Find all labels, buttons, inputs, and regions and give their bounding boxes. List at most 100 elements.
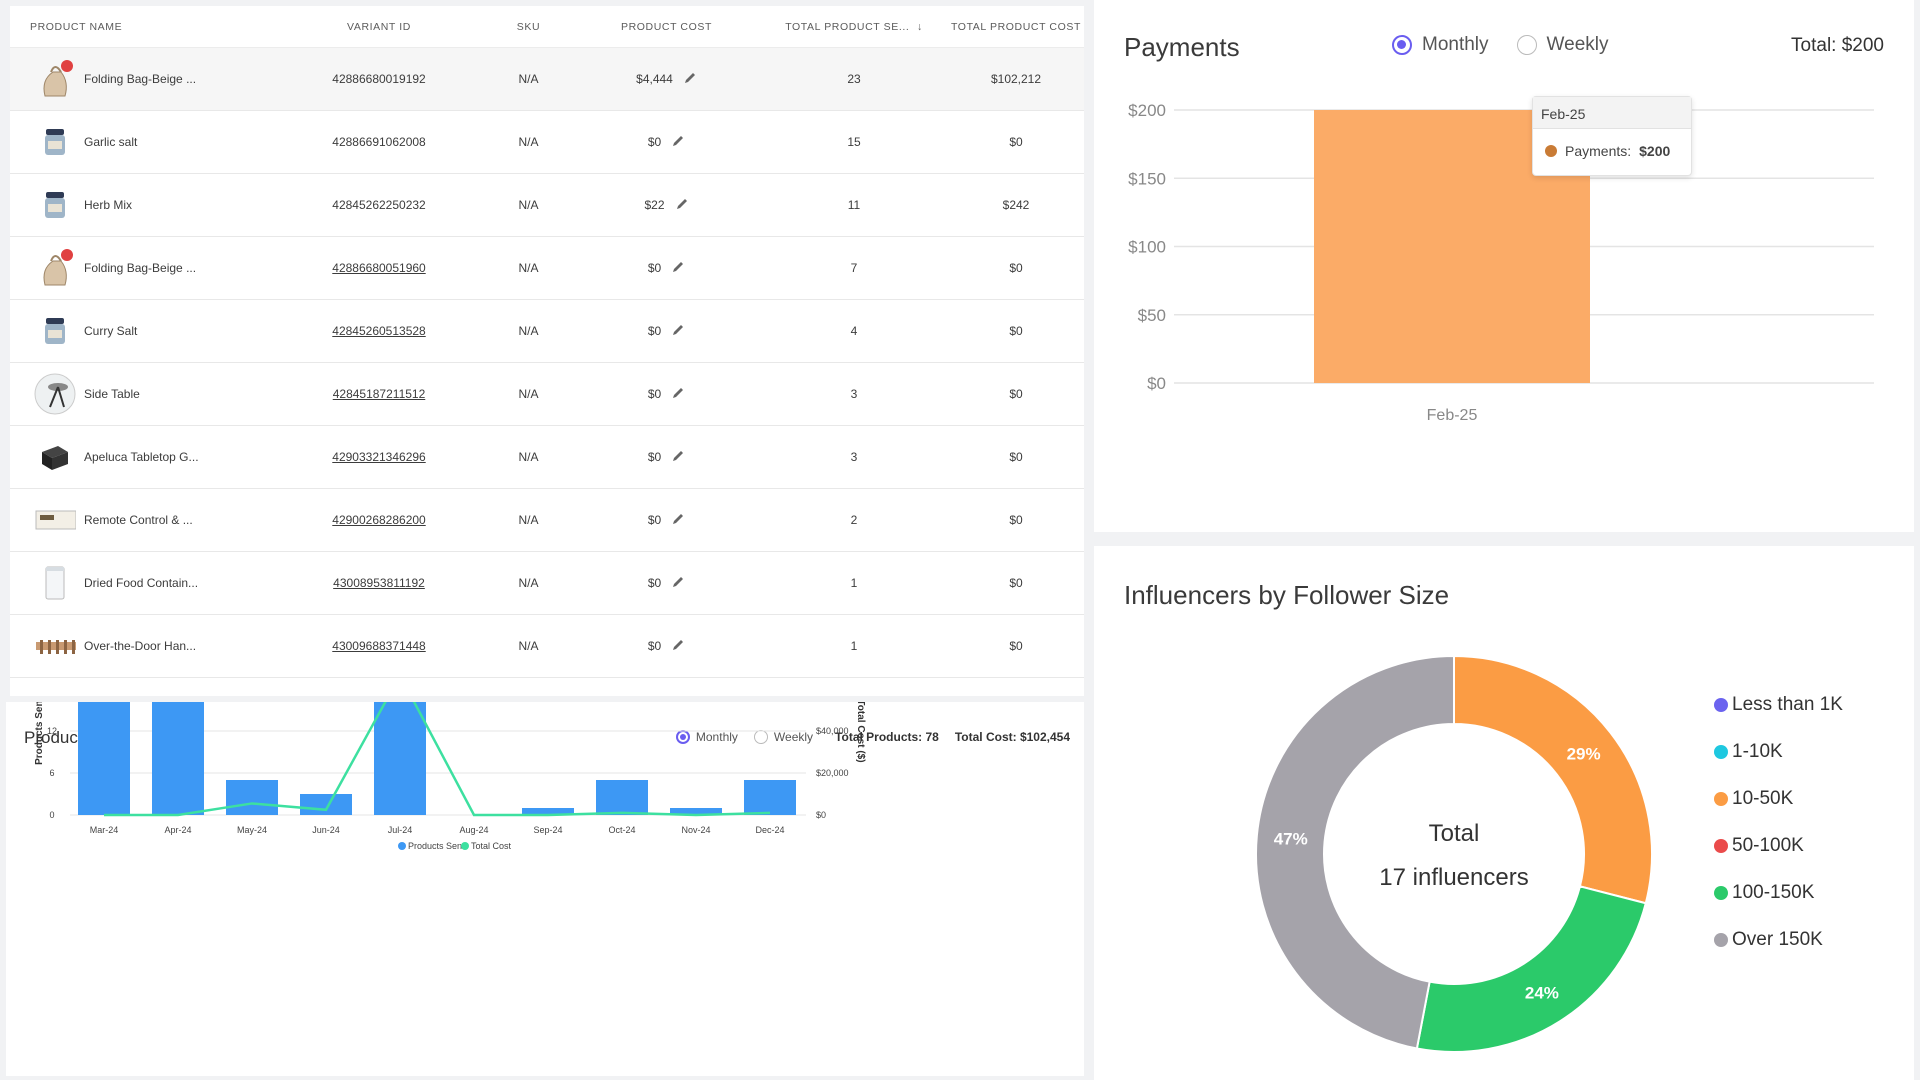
product-thumbnail <box>34 499 76 541</box>
edit-pencil-icon[interactable] <box>671 512 685 529</box>
header-total-cost[interactable]: TOTAL PRODUCT COST <box>950 20 1081 33</box>
products-sent-bar[interactable] <box>78 702 130 815</box>
payments-y-tick: $150 <box>1128 169 1166 188</box>
cell-product-name: Folding Bag-Beige ... <box>10 247 276 289</box>
cell-product-name: Apeluca Tabletop G... <box>10 436 276 478</box>
sort-down-arrow-icon[interactable]: ↓ <box>916 20 923 33</box>
legend-item[interactable]: 100-150K <box>1714 882 1814 904</box>
products-y2-axis-label: Total Cost ($) <box>855 702 866 763</box>
cell-variant-id[interactable]: 42845187211512 <box>332 387 426 401</box>
legend-label: Less than 1K <box>1732 694 1843 715</box>
edit-pencil-icon[interactable] <box>671 134 685 151</box>
product-thumbnail <box>34 625 76 667</box>
cell-variant-id[interactable]: 42903321346296 <box>332 450 426 464</box>
product-name[interactable]: Dried Food Contain... <box>84 576 199 590</box>
donut-center-line1: Total <box>1428 820 1480 847</box>
table-row[interactable]: Side Table 42845187211512 N/A $0 3 $0 <box>10 363 1084 426</box>
donut-slice[interactable] <box>1453 654 1653 905</box>
cell-product-name: Side Table <box>10 373 276 415</box>
header-product-cost[interactable]: PRODUCT COST <box>620 20 712 33</box>
products-sent-bar[interactable] <box>152 702 204 815</box>
table-row[interactable]: Dried Food Contain... 43008953811192 N/A $0… <box>10 552 1084 615</box>
table-header: PRODUCT NAME VARIANT ID SKU PRODUCT COST… <box>10 6 1084 48</box>
product-name[interactable]: Folding Bag-Beige ... <box>84 72 197 86</box>
header-total-sent[interactable]: TOTAL PRODUCT SE... ↓ <box>758 21 950 33</box>
product-name[interactable]: Folding Bag-Beige ... <box>84 261 197 275</box>
product-name[interactable]: Curry Salt <box>84 324 138 338</box>
products-sent-bar[interactable] <box>226 780 278 815</box>
weekly-radio-label[interactable]: Weekly <box>773 730 814 744</box>
edit-pencil-icon[interactable] <box>671 638 685 655</box>
products-sent-bar[interactable] <box>670 808 722 815</box>
cell-variant-id[interactable]: 42900268286200 <box>332 513 426 527</box>
payments-monthly-radio[interactable] <box>1392 35 1412 55</box>
table-row[interactable]: Apeluca Tabletop G... 42903321346296 N/A $0… <box>10 426 1084 489</box>
products-x-tick: Aug-24 <box>459 825 488 835</box>
products-title: Products <box>24 728 92 747</box>
payments-weekly-label[interactable]: Weekly <box>1546 34 1609 55</box>
cell-total-cost: $0 <box>1009 639 1023 653</box>
donut-slice[interactable] <box>1255 654 1455 1050</box>
donut-slice[interactable] <box>1415 885 1647 1053</box>
products-sent-bar[interactable] <box>744 780 796 815</box>
product-name[interactable]: Side Table <box>84 387 140 401</box>
product-cost-value: $0 <box>647 135 662 149</box>
cell-product-cost: $0 <box>575 449 758 466</box>
legend-item[interactable]: Less than 1K <box>1714 694 1843 716</box>
edit-pencil-icon[interactable] <box>671 323 685 340</box>
products-left-tick: 0 <box>49 810 54 820</box>
payments-monthly-label[interactable]: Monthly <box>1422 34 1489 55</box>
edit-pencil-icon[interactable] <box>671 260 685 277</box>
edit-pencil-icon[interactable] <box>671 575 685 592</box>
header-product-name[interactable]: PRODUCT NAME <box>30 20 123 33</box>
cell-variant-id[interactable]: 43009688371448 <box>332 639 426 653</box>
products-sent-bar[interactable] <box>596 780 648 815</box>
payments-title: Payments <box>1124 32 1240 62</box>
product-name[interactable]: Remote Control & ... <box>84 513 193 527</box>
header-sku[interactable]: SKU <box>516 20 541 33</box>
products-period-toggle: Monthly Weekly Total Products: 78 Total … <box>675 730 1070 744</box>
products-sent-bar[interactable] <box>374 702 426 815</box>
products-x-tick: Jun-24 <box>312 825 340 835</box>
product-name[interactable]: Apeluca Tabletop G... <box>84 450 199 464</box>
product-name[interactable]: Over-the-Door Han... <box>84 639 197 653</box>
table-row[interactable]: Folding Bag-Beige ... 42886680051960 N/A $0… <box>10 237 1084 300</box>
cell-total-cost: $0 <box>1009 387 1023 401</box>
products-sent-bar[interactable] <box>300 794 352 815</box>
tooltip-value: $200 <box>1639 143 1671 159</box>
header-variant-id[interactable]: VARIANT ID <box>347 20 411 33</box>
products-x-tick: Oct-24 <box>608 825 635 835</box>
product-name[interactable]: Garlic salt <box>84 135 138 149</box>
product-name[interactable]: Herb Mix <box>84 198 133 212</box>
legend-item[interactable]: Over 150K <box>1714 929 1823 951</box>
edit-pencil-icon[interactable] <box>683 71 697 88</box>
cell-variant-id[interactable]: 42886680051960 <box>332 261 426 275</box>
cell-total-sent: 3 <box>850 450 858 464</box>
cell-product-name: Herb Mix <box>10 184 276 226</box>
product-thumbnail <box>34 310 76 352</box>
table-row[interactable]: Garlic salt 42886691062008 N/A $0 15 $0 <box>10 111 1084 174</box>
table-row[interactable]: Folding Bag-Beige ... 42886680019192 N/A $4… <box>10 48 1084 111</box>
cell-variant-id[interactable]: 42845260513528 <box>332 324 426 338</box>
table-row[interactable]: Over-the-Door Han... 43009688371448 N/A $0 1… <box>10 615 1084 678</box>
table-row[interactable]: Curry Salt 42845260513528 N/A $0 4 $0 <box>10 300 1084 363</box>
cell-product-cost: $0 <box>575 323 758 340</box>
products-right-tick: $0 <box>816 810 826 820</box>
payments-weekly-radio[interactable] <box>1516 35 1537 55</box>
legend-item[interactable]: 50-100K <box>1714 835 1804 857</box>
cell-sku: N/A <box>518 450 539 464</box>
table-row[interactable]: Remote Control & ... 42900268286200 N/A $0 2… <box>10 489 1084 552</box>
edit-pencil-icon[interactable] <box>671 386 685 403</box>
monthly-radio-label[interactable]: Monthly <box>695 730 738 744</box>
cell-total-cost: $0 <box>1009 513 1023 527</box>
legend-item[interactable]: 10-50K <box>1714 788 1793 810</box>
table-row[interactable]: Herb Mix 42845262250232 N/A $22 11 $242 <box>10 174 1084 237</box>
edit-pencil-icon[interactable] <box>671 449 685 466</box>
products-sent-bar[interactable] <box>522 808 574 815</box>
total-products-label: Total Products: 78 <box>835 730 939 744</box>
product-cost-value: $22 <box>644 198 665 212</box>
legend-item[interactable]: 1-10K <box>1714 741 1783 763</box>
product-cost-value: $0 <box>647 576 662 590</box>
cell-variant-id[interactable]: 43008953811192 <box>333 576 425 590</box>
edit-pencil-icon[interactable] <box>675 197 689 214</box>
